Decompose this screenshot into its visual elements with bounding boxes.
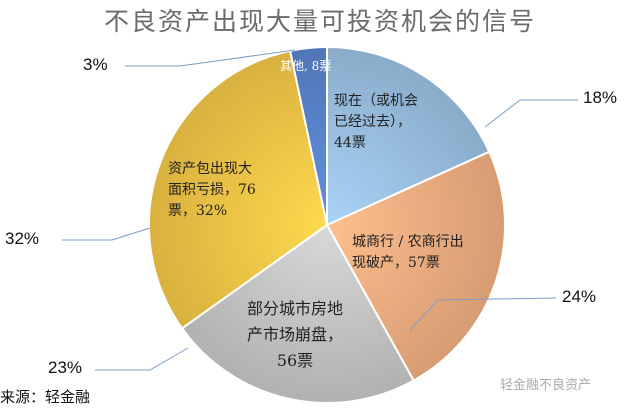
percent-label: 18% xyxy=(583,88,618,107)
percent-label: 23% xyxy=(48,358,83,377)
percent-label: 24% xyxy=(562,287,597,306)
pie-slice xyxy=(325,150,506,382)
slice-label: 城商行 / 农商行出 现破产，57票 xyxy=(352,234,464,271)
slice-label: 其他, 8票 xyxy=(280,59,332,73)
source-note: 来源：轻金融 xyxy=(0,388,91,406)
slice-label: 现在（或机会 已经过去）， 44票 xyxy=(334,93,418,151)
leader-line xyxy=(62,227,151,241)
leader-line xyxy=(409,297,557,331)
leader-line xyxy=(95,347,189,371)
pie-slice xyxy=(148,49,329,330)
slice-label: 资产包出现大面积亏损，76票，32% xyxy=(168,161,256,219)
leader-line xyxy=(125,49,296,67)
watermark: 轻金融不良资产 xyxy=(500,378,592,393)
slice-label: 部分城市房地 产市场崩盘， 56票 xyxy=(246,299,343,370)
pie-slice xyxy=(326,45,491,227)
chart-title: 不良资产出现大量可投资机会的信号 xyxy=(103,7,536,36)
pie-slice xyxy=(180,223,416,404)
leader-line xyxy=(484,99,578,128)
percent-label: 32% xyxy=(5,229,40,248)
percent-label: 3% xyxy=(83,55,108,74)
